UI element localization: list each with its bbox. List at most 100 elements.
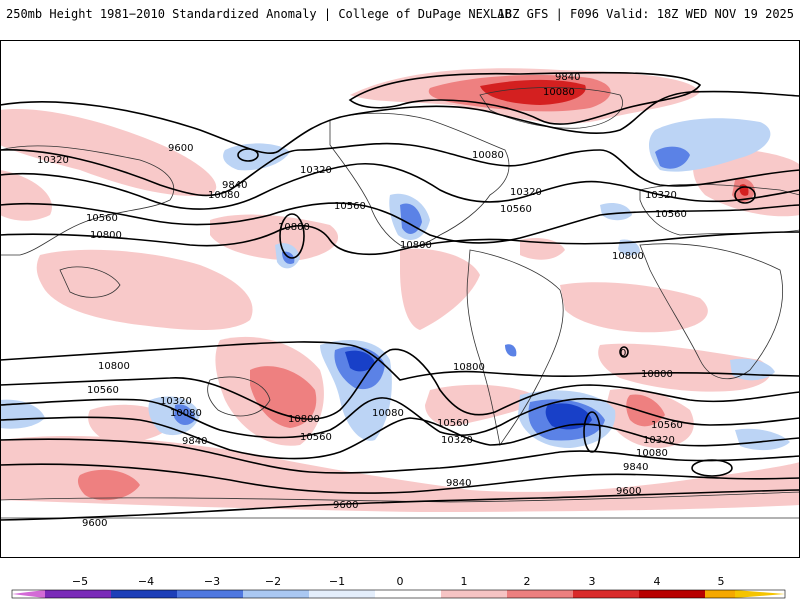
contour-label: 10800 (612, 251, 644, 262)
colorbar-swatch (441, 590, 507, 598)
australia-outline (207, 376, 271, 417)
colorbar-tick-label: 0 (396, 575, 404, 588)
colorbar-swatch (243, 590, 309, 598)
colorbar (0, 560, 800, 600)
contour-label: 10560 (87, 385, 119, 396)
asia-outline (0, 145, 175, 256)
contour-label: 10320 (510, 187, 542, 198)
north-america-outline (329, 112, 510, 248)
contour-closed-low-pacific (237, 148, 259, 162)
contour-label: 10320 (643, 435, 675, 446)
colorbar-left-arrow (12, 590, 45, 598)
greenland-outline (479, 87, 623, 129)
contour-10080-south (0, 416, 800, 460)
colorbar-tick-label: −3 (203, 575, 221, 588)
contour-closed-europe (734, 186, 756, 204)
colorbar-tick-label: 5 (717, 575, 725, 588)
contour-10080-north (0, 142, 800, 197)
contour-label: 10560 (86, 213, 118, 224)
colorbar-tick-label: −2 (264, 575, 282, 588)
contour-label: 10080 (208, 190, 240, 201)
contour-label: 10560 (651, 420, 683, 431)
antarctica-outline (0, 491, 800, 519)
colorbar-swatch (639, 590, 705, 598)
colorbar-right-arrow (735, 590, 785, 598)
contour-label: 10080 (472, 150, 504, 161)
contour-label: 10320 (441, 435, 473, 446)
colorbar-swatch (177, 590, 243, 598)
colorbar-frame (11, 589, 786, 599)
contour-label: 9600 (82, 518, 107, 529)
colorbar-tick-label: 3 (588, 575, 596, 588)
colorbar-swatch (375, 590, 441, 598)
height-contours (0, 71, 800, 521)
contour-10560-south (0, 348, 800, 420)
contour-label: 10560 (300, 432, 332, 443)
contour-label: 10080 (636, 448, 668, 459)
colorbar-swatch (507, 590, 573, 598)
contour-label: 10320 (300, 165, 332, 176)
colorbar-tick-label: 2 (523, 575, 531, 588)
contour-label: 9840 (446, 478, 471, 489)
colorbar-tick-label: −5 (71, 575, 89, 588)
contour-label: 10800 (453, 362, 485, 373)
colorbar-swatch (573, 590, 639, 598)
run-valid-time: 18Z GFS | F096 Valid: 18Z WED NOV 19 202… (497, 7, 794, 21)
maritime-asia-outline (59, 266, 121, 298)
contour-label: 10560 (437, 418, 469, 429)
contour-10800-south (0, 341, 800, 381)
contour-10320-south (0, 397, 800, 439)
colorbar-swatch (45, 590, 111, 598)
map-canvas[interactable]: 9840 10080 9600 10320 10080 9840 10320 1… (0, 40, 800, 558)
contour-label: 9840 (182, 436, 207, 447)
contour-label: 10800 (641, 369, 673, 380)
colorbar-tick-label: 1 (460, 575, 468, 588)
africa-outline (639, 243, 784, 379)
colorbar-swatch (309, 590, 375, 598)
contour-closed-low-south-atlantic (583, 411, 601, 453)
contour-labels: 9840 10080 9600 10320 10080 9840 10320 1… (37, 72, 687, 529)
map-title: 250mb Height 1981−2010 Standardized Anom… (6, 7, 512, 21)
map-panel[interactable]: 9840 10080 9600 10320 10080 9840 10320 1… (0, 40, 800, 558)
colorbar-tick-label: −4 (137, 575, 155, 588)
colorbar-swatch (705, 590, 735, 598)
colorbar-tick-label: −1 (328, 575, 346, 588)
contour-label: 9600 (333, 500, 358, 511)
contour-label: 10560 (500, 204, 532, 215)
contour-label: 10800 (90, 230, 122, 241)
contour-10800-north (0, 224, 800, 256)
contour-label: 10800 (400, 240, 432, 251)
contour-label: 9840 (555, 72, 580, 83)
colorbar-tick-label: 4 (653, 575, 661, 588)
contour-closed-high-indian (691, 459, 733, 477)
contour-label: 10320 (645, 190, 677, 201)
contour-label: 10080 (543, 87, 575, 98)
contour-9840-south (0, 438, 800, 474)
contour-9840-north (348, 71, 702, 125)
contour-label: 10560 (655, 209, 687, 220)
contour-label: 10080 (170, 408, 202, 419)
contour-label: 9600 (616, 486, 641, 497)
header: 250mb Height 1981−2010 Standardized Anom… (0, 0, 800, 40)
south-america-outline (466, 249, 564, 447)
contour-label: 10800 (98, 361, 130, 372)
contour-9600-south-a (0, 463, 800, 494)
contour-label: 0 (620, 348, 626, 359)
contour-label: 9600 (168, 143, 193, 154)
contour-9600-north (0, 90, 800, 154)
contour-label: 10320 (160, 396, 192, 407)
contour-zero-ring (619, 346, 629, 358)
contour-label: 9840 (623, 462, 648, 473)
contour-label: 10800 (278, 222, 310, 233)
contour-9600-south-b (0, 489, 800, 521)
contour-label: 10560 (334, 201, 366, 212)
contour-10560-north (0, 202, 800, 244)
contour-label: 10800 (288, 414, 320, 425)
colorbar-swatch (111, 590, 177, 598)
contour-label: 10320 (37, 155, 69, 166)
contour-label: 9840 (222, 180, 247, 191)
colorbar-graphic (11, 589, 786, 599)
contour-10320-north (0, 162, 800, 210)
contour-label: 10080 (372, 408, 404, 419)
contour-closed-high-pacific (279, 213, 305, 259)
